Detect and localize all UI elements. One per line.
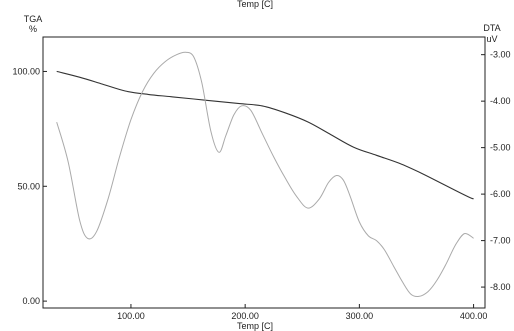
left-tick-label: 50.00: [17, 181, 40, 191]
x-tick-label: 100.00: [117, 311, 145, 321]
plot-frame: [42, 36, 486, 309]
left-tick-label: 0.00: [22, 296, 40, 306]
x-axis-label: Temp [C]: [237, 321, 273, 331]
chart-title: Temp [C]: [237, 0, 273, 9]
right-tick-label: -3.00: [490, 50, 511, 60]
right-axis-ticks: -3.00 -4.00 -5.00 -6.00 -7.00 -8.00: [481, 50, 511, 292]
left-axis-label: TGA: [24, 14, 43, 24]
left-axis-unit: %: [29, 24, 37, 34]
right-tick-label: -5.00: [490, 143, 511, 153]
right-tick-label: -4.00: [490, 96, 511, 106]
left-tick-label: 100.00: [12, 66, 40, 76]
series-line-dta: [56, 51, 474, 298]
right-tick-label: -6.00: [490, 189, 511, 199]
right-tick-label: -7.00: [490, 236, 511, 246]
x-tick-label: 200.00: [231, 311, 259, 321]
right-axis-unit: uV: [486, 34, 497, 44]
right-axis-label: DTA: [483, 23, 500, 33]
x-axis-ticks: 100.00 200.00 300.00 400.00: [117, 304, 487, 321]
right-tick-label: -8.00: [490, 282, 511, 292]
series-line-tga: [56, 70, 474, 200]
x-tick-label: 400.00: [460, 311, 488, 321]
x-tick-label: 300.00: [346, 311, 374, 321]
left-axis-ticks: 0.00 50.00 100.00: [12, 66, 47, 306]
